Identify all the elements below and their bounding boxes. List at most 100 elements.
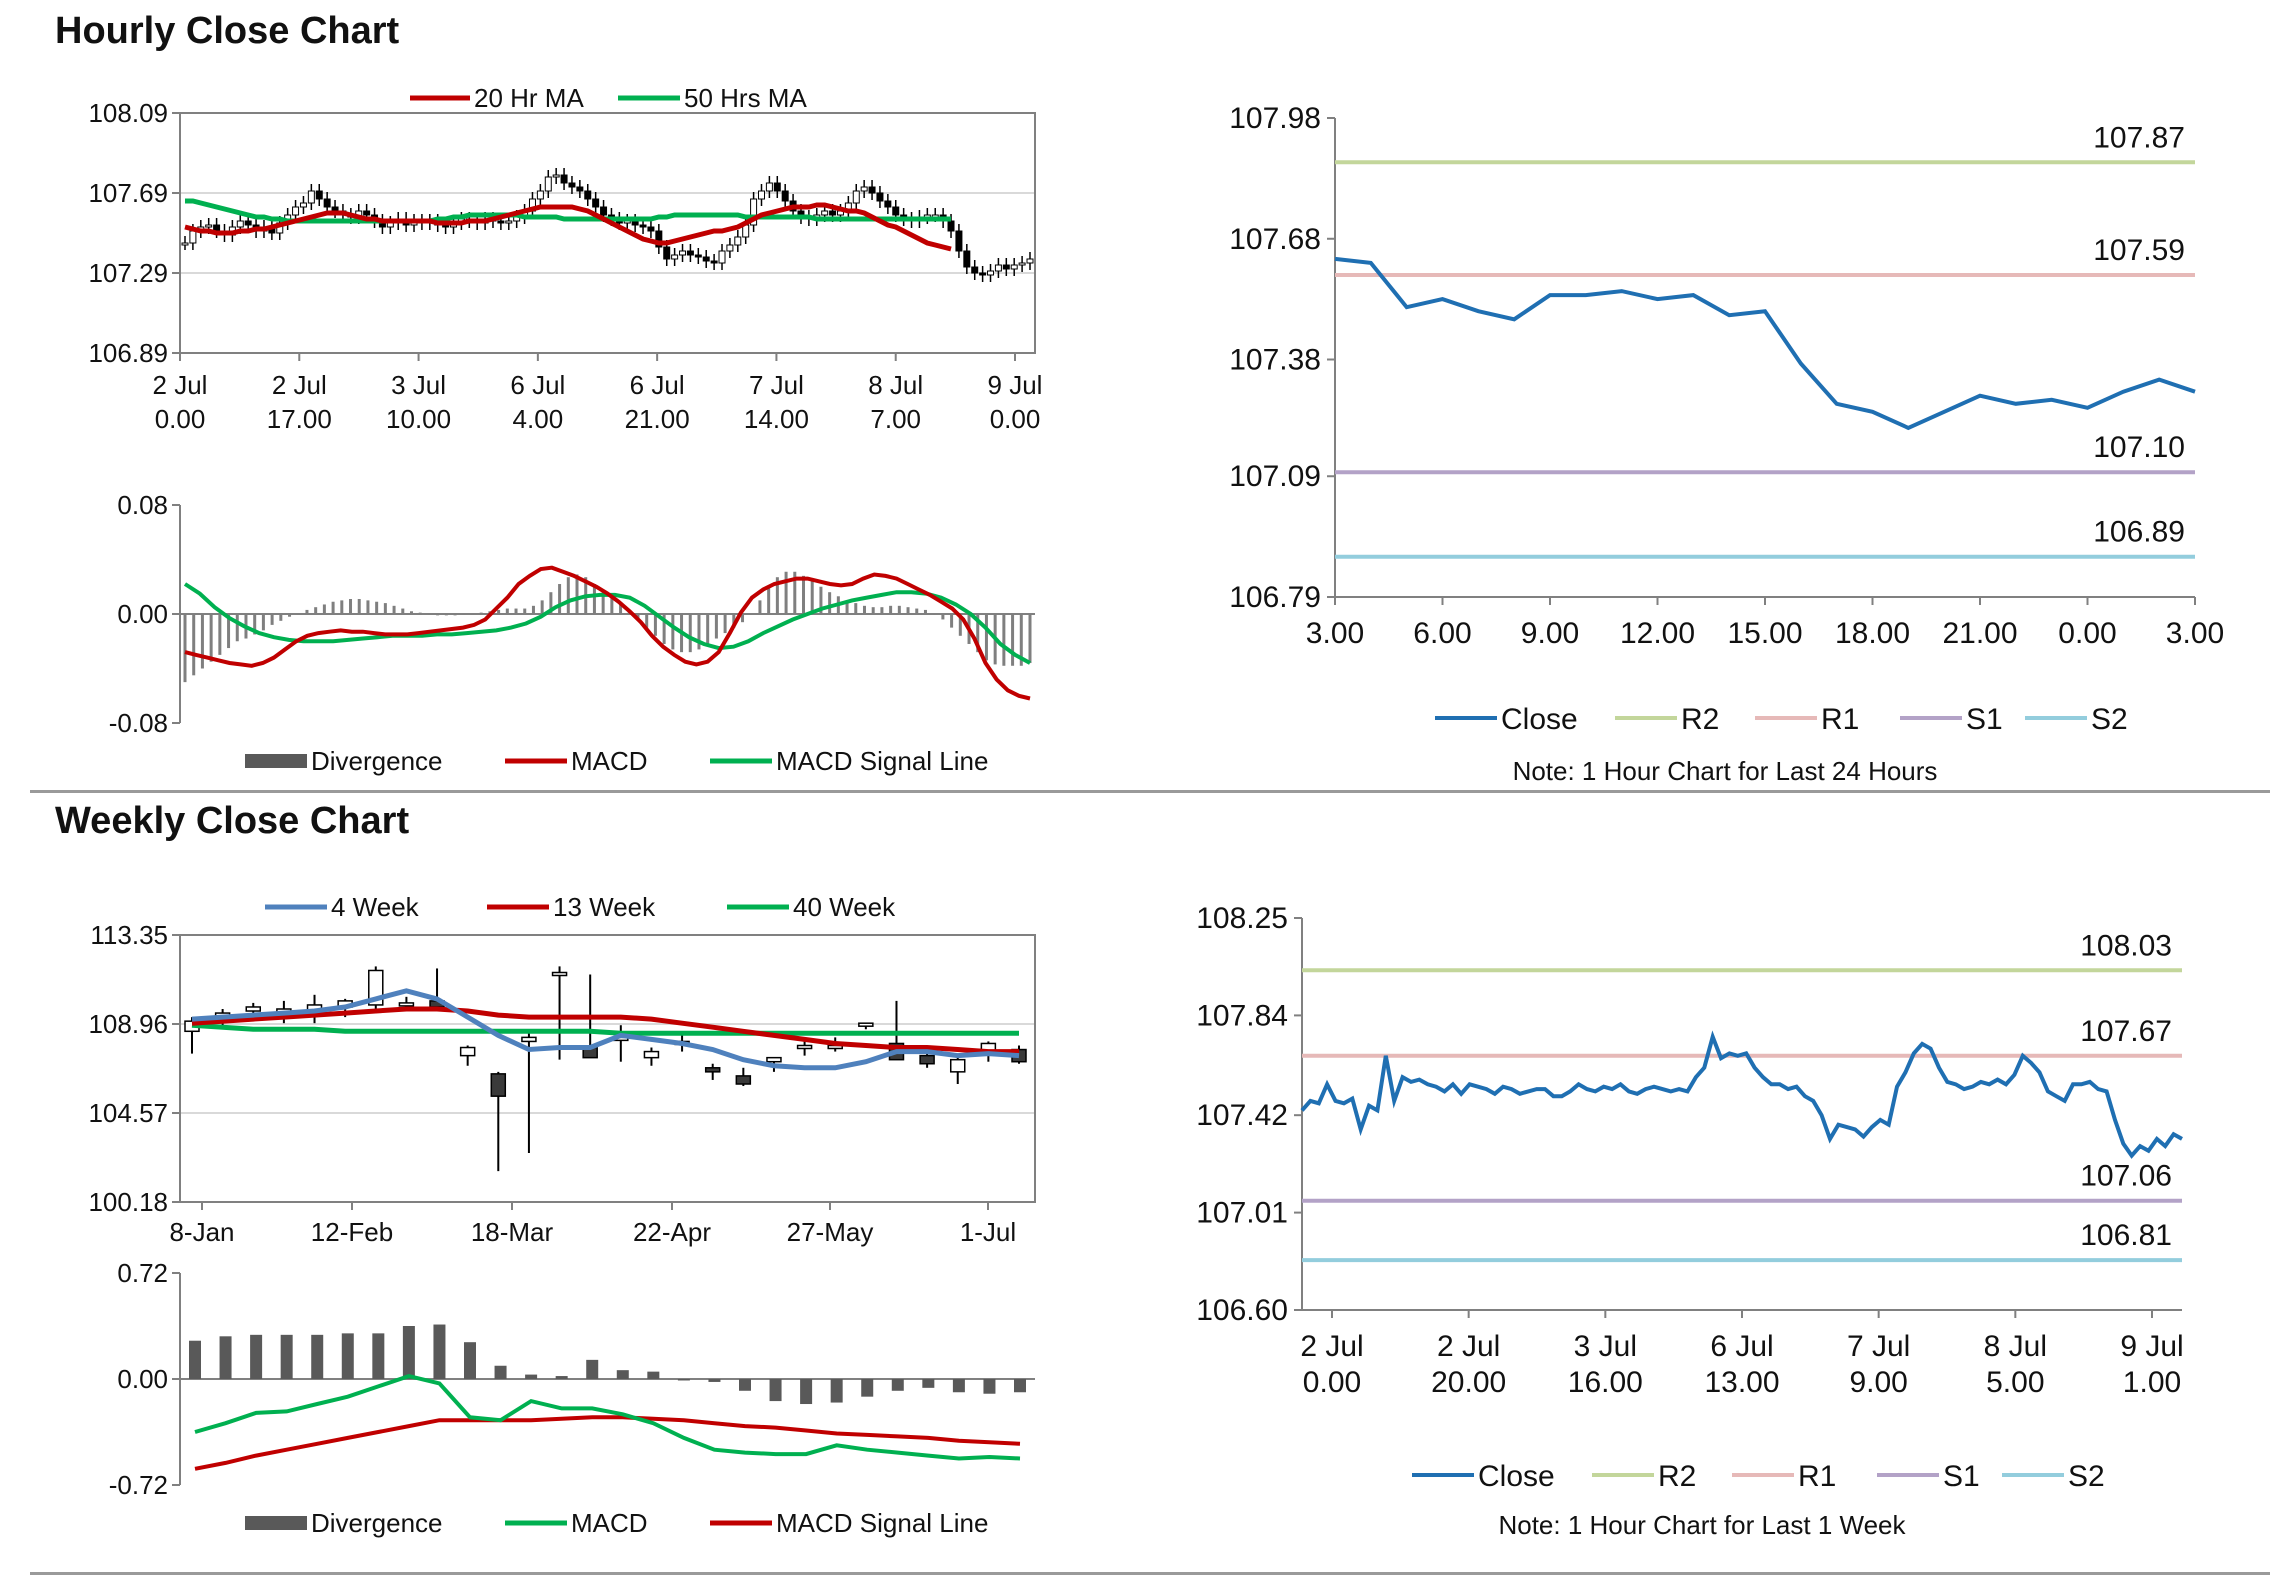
weekly-candle-body — [459, 1046, 476, 1057]
hourly-divergence-bar — [793, 571, 797, 614]
hourly-divergence-bar — [619, 603, 623, 614]
hourly-price-ytick-label: 107.29 — [88, 258, 168, 288]
hourly-candle-body — [868, 186, 876, 194]
hourly-24h-xtick-label: 3.00 — [1306, 617, 1364, 650]
hourly-candle-body — [600, 206, 608, 216]
hourly-divergence-bar — [497, 609, 501, 614]
hourly-divergence-bar — [854, 603, 858, 614]
hourly-candle-body — [655, 230, 663, 248]
weekly-divergence-bar — [402, 1326, 415, 1379]
hourly-macd-ytick-label: 0.08 — [117, 490, 168, 520]
hourly-divergence-bar — [845, 600, 849, 614]
hourly-price-xtick-time: 14.00 — [744, 404, 809, 434]
weekly-1w-xtick-time: 20.00 — [1431, 1366, 1506, 1399]
weekly-divergence-bar — [250, 1334, 263, 1379]
weekly-1w-xtick-date: 7 Jul — [1847, 1330, 1910, 1363]
legend-20hr-ma-label: 20 Hr MA — [474, 83, 584, 113]
weekly-1w-xtick-date: 2 Jul — [1300, 1330, 1363, 1363]
hourly-divergence-bar — [314, 607, 318, 614]
hourly-24h-ytick-label: 107.09 — [1229, 460, 1321, 493]
weekly-candle-body — [919, 1054, 935, 1065]
weekly-ma4-line — [191, 988, 1020, 1071]
weekly-divergence-bar — [555, 1376, 568, 1379]
weekly-1w-close-line — [1300, 1030, 2183, 1159]
weekly-divergence-bar — [708, 1379, 721, 1382]
hourly-divergence-bar — [749, 614, 753, 615]
hourly-divergence-bar — [453, 614, 457, 616]
weekly-1w-xtick-time: 9.00 — [1849, 1366, 1907, 1399]
hourly-macd-line — [184, 565, 1031, 701]
hourly-divergence-bar — [1002, 614, 1006, 666]
weekly-divergence-bar — [861, 1379, 874, 1397]
weekly-price-xtick-label: 1-Jul — [960, 1217, 1016, 1247]
hourly-divergence-bar — [662, 614, 666, 644]
weekly-divergence-bar — [922, 1379, 935, 1388]
weekly-candle-body — [766, 1056, 782, 1063]
hourly-candle-body — [892, 206, 900, 216]
hourly-divergence-bar — [279, 614, 283, 621]
hourly-divergence-bar — [706, 614, 710, 644]
weekly-divergence-bar — [769, 1379, 782, 1402]
hourly-divergence-bar — [549, 592, 553, 614]
hourly-divergence-bar — [723, 614, 727, 634]
hourly-divergence-bar — [671, 614, 675, 650]
hourly-candle-body — [647, 226, 655, 232]
weekly-1w-level-r2-label: 108.03 — [2080, 929, 2172, 962]
hourly-candle-body — [1010, 264, 1018, 270]
hourly-divergence-bar — [253, 614, 257, 635]
hourly-divergence-bar — [566, 577, 570, 614]
hourly-24h-xtick-label: 15.00 — [1727, 617, 1802, 650]
hourly-divergence-bar — [218, 614, 222, 655]
weekly-divergence-bar — [372, 1333, 385, 1379]
hourly-divergence-bar — [470, 614, 474, 615]
hourly-divergence-bar — [479, 612, 483, 614]
hourly-section-title: Hourly Close Chart — [55, 10, 400, 52]
hourly-candle-body — [631, 220, 639, 226]
weekly-divergence-bar — [739, 1379, 751, 1391]
hourly-candle-body — [750, 198, 758, 226]
weekly-ma40-line — [191, 1022, 1019, 1036]
hourly-price-xtick-date: 7 Jul — [749, 370, 804, 400]
hourly-24h-ytick-label: 106.79 — [1229, 581, 1321, 614]
weekly-divergence-bar — [830, 1379, 843, 1403]
hourly-divergence-bar — [915, 608, 919, 614]
weekly-price-ytick-label: 100.18 — [88, 1187, 168, 1217]
weekly-macd-ytick-label: 0.72 — [117, 1258, 168, 1288]
hourly-macd-ytick-label: 0.00 — [117, 599, 168, 629]
weekly-divergence-bar — [647, 1371, 660, 1379]
weekly-1w-xtick-time: 13.00 — [1704, 1366, 1779, 1399]
hourly-24h-xtick-label: 18.00 — [1835, 617, 1910, 650]
hourly-candle-body — [987, 270, 995, 276]
hourly-candle-body — [189, 230, 197, 244]
hourly-candle-body — [560, 174, 568, 184]
hourly-divergence-bar — [418, 612, 422, 614]
hourly-candle-body — [639, 224, 647, 228]
hourly-divergence-bar — [732, 614, 736, 628]
hourly-candle-body — [979, 272, 987, 276]
hourly-candle-body — [568, 182, 576, 188]
weekly-candle-body — [551, 971, 568, 977]
hourly-divergence-bar — [897, 605, 901, 614]
hourly-divergence-bar — [558, 584, 562, 614]
weekly-1w-legend-s1-label: S1 — [1943, 1460, 1980, 1493]
weekly-divergence-bar — [525, 1374, 538, 1379]
weekly-divergence-bar — [800, 1379, 813, 1405]
hourly-price-xtick-date: 9 Jul — [988, 370, 1043, 400]
section-divider-bottom — [30, 1572, 2270, 1575]
hourly-divergence-bar — [261, 614, 265, 631]
weekly-divergence-bar — [433, 1324, 446, 1379]
weekly-price-ytick-label: 104.57 — [88, 1098, 168, 1128]
hourly-divergence-bar — [444, 614, 448, 616]
hourly-divergence-bar — [958, 614, 962, 636]
hourly-candle-body — [757, 190, 765, 200]
hourly-price-ytick-label: 108.09 — [88, 98, 168, 128]
hourly-24h-ytick-label: 107.68 — [1229, 223, 1321, 256]
hourly-24h-level-r1-label: 107.59 — [2093, 234, 2185, 267]
hourly-24h-level-s1-label: 107.10 — [2093, 431, 2185, 464]
hourly-divergence-bar — [436, 614, 440, 616]
hourly-candle-body — [299, 202, 307, 208]
weekly-1w-level-s1-label: 107.06 — [2080, 1160, 2172, 1193]
hourly-divergence-bar — [889, 605, 893, 614]
hourly-divergence-bar — [784, 571, 788, 614]
hourly-candle-body — [781, 190, 789, 202]
